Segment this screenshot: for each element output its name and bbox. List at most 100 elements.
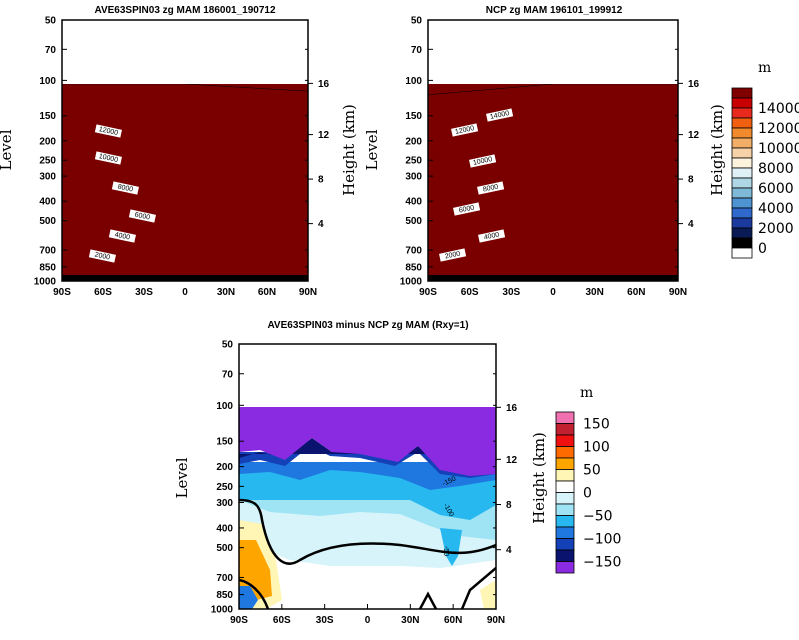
contour-label: 6000 xyxy=(134,211,151,221)
colorbar-bottom-swatch xyxy=(555,457,575,470)
panel-1-bottom-axis: 90S 60S 30S 0 30N 60N 90N xyxy=(53,276,317,298)
contour-label: 10000 xyxy=(98,153,119,164)
panel-1-ylabel: Level xyxy=(0,129,15,170)
panel-1-title: AVE63SPIN03 zg MAM 186001_190712 xyxy=(94,5,275,16)
y-tick-label: 100 xyxy=(216,401,233,412)
colorbar-top-swatch xyxy=(731,117,753,129)
panel-3-left-axis: 50 70 100 150 200 250 300 400 500 700 850 1000 xyxy=(211,340,496,616)
colorbar-top-swatch xyxy=(731,127,753,139)
colorbar-top-label: 2000 xyxy=(758,221,794,237)
colorbar-top-swatch xyxy=(731,247,753,259)
colorbar-top-label: 4000 xyxy=(758,201,794,217)
x-tick-label: 90N xyxy=(487,615,505,626)
diff-pos-mid xyxy=(239,540,272,600)
diff-band-purple xyxy=(239,407,496,476)
y-tick-label: 70 xyxy=(45,45,57,56)
y-tick-label: 400 xyxy=(39,197,56,208)
panel-2: NCP zg MAM 196101_199912 50 70 100 150 200 25… xyxy=(363,5,726,298)
diff-neg-surface xyxy=(239,586,258,609)
x-tick-label: 30S xyxy=(135,287,153,298)
height-band xyxy=(428,84,678,281)
y-tick-label: 700 xyxy=(39,245,56,256)
x-tick-label: 60N xyxy=(258,287,276,298)
zero-contour-4 xyxy=(460,567,496,609)
y-tick-label: 300 xyxy=(39,172,56,183)
y-tick-label: 1000 xyxy=(34,277,57,288)
y-tick-label: 400 xyxy=(405,197,422,208)
colorbar-top-swatch xyxy=(731,217,753,229)
panel-3-right-axis: 16 12 8 4 xyxy=(496,403,518,556)
x-tick-label: 30N xyxy=(401,615,419,626)
y-tick-label: 70 xyxy=(411,45,423,56)
panel-3-ylabel: Level xyxy=(173,457,191,498)
contour-label-bg xyxy=(94,124,122,138)
y-tick-label: 150 xyxy=(39,111,56,122)
y-tick-label: 1000 xyxy=(211,605,234,616)
colorbar-bottom-swatches xyxy=(555,411,575,574)
colorbar-bottom-label: −100 xyxy=(583,532,621,548)
x-tick-label: 30N xyxy=(217,287,235,298)
contour-label: 14000 xyxy=(489,110,510,121)
y-tick-label: 1000 xyxy=(400,277,423,288)
contour-label-bg xyxy=(439,248,467,262)
panel-3-bottom-axis: 90S 60S 30S 0 30N 60N 90N xyxy=(230,604,505,626)
height-tick-label: 4 xyxy=(318,219,324,230)
colorbar-bottom-labels: 150 100 50 0 −50 −100 −150 xyxy=(583,417,621,571)
diff-band-neg150a xyxy=(239,462,496,490)
colorbar-bottom-swatch xyxy=(555,411,575,424)
y-tick-label: 700 xyxy=(405,245,422,256)
colorbar-top-swatch xyxy=(731,197,753,209)
colorbar-bottom-swatch xyxy=(555,446,575,459)
panel-2-right-axis: 16 12 8 4 xyxy=(678,79,700,230)
contour-label: 2000 xyxy=(444,250,461,260)
colorbar-bottom-swatch xyxy=(555,561,575,574)
height-band xyxy=(62,84,308,281)
contour-label: 8000 xyxy=(117,183,134,193)
contour-label-bg xyxy=(478,229,506,243)
colorbar-top: m 14000 12000 10000 8000 6000 4000 2000 0 xyxy=(731,60,799,259)
panel-1-right-axis: 16 12 8 4 xyxy=(308,79,330,230)
y-tick-label: 50 xyxy=(411,16,423,27)
x-tick-label: 90S xyxy=(53,287,71,298)
colorbar-bottom-swatch xyxy=(555,538,575,551)
y-tick-label: 50 xyxy=(222,340,234,351)
x-tick-label: 30S xyxy=(316,615,334,626)
contour-label-bg xyxy=(108,229,136,243)
contour-label: 12000 xyxy=(98,126,119,137)
y-tick-label: 400 xyxy=(216,523,233,534)
diff-pos-arctic xyxy=(480,580,496,609)
y-tick-label: 850 xyxy=(216,590,233,601)
colorbar-bottom-label: 150 xyxy=(583,417,610,433)
colorbar-top-swatch xyxy=(731,97,753,109)
contour-label: 10000 xyxy=(472,156,493,167)
y-tick-label: 100 xyxy=(39,76,56,87)
contour-label-bg xyxy=(94,151,122,165)
panel-2-contour-labels: 14000 12000 10000 8000 6000 4000 2000 xyxy=(439,108,514,262)
colorbar-bottom-swatch xyxy=(555,549,575,562)
y-tick-label: 150 xyxy=(216,437,233,448)
x-tick-label: 60N xyxy=(627,287,645,298)
colorbar-bottom-label: −150 xyxy=(583,555,621,571)
contour-label: 8000 xyxy=(482,183,499,193)
contour-label-bg xyxy=(88,249,116,263)
contour-label: 6000 xyxy=(458,204,475,214)
panel-2-title: NCP zg MAM 196101_199912 xyxy=(486,5,623,16)
colorbar-bottom-swatch xyxy=(555,434,575,447)
height-tick-label: 8 xyxy=(318,175,324,186)
zero-contour xyxy=(239,498,496,565)
zero-contour-3 xyxy=(418,591,438,609)
x-tick-label: 0 xyxy=(182,287,188,298)
colorbar-top-unit: m xyxy=(758,60,771,76)
contour-label: 4000 xyxy=(483,231,500,241)
colorbar-top-label: 12000 xyxy=(758,121,799,137)
colorbar-bottom-label: −50 xyxy=(583,509,613,525)
y-tick-label: 100 xyxy=(405,76,422,87)
colorbar-bottom-swatch xyxy=(555,423,575,436)
colorbar-top-swatch xyxy=(731,227,753,239)
panel-2-filled-contours xyxy=(428,84,678,281)
y-tick-label: 50 xyxy=(45,16,57,27)
contour-label-bg xyxy=(453,202,481,216)
colorbar-bottom-swatch xyxy=(555,503,575,516)
contour-label: 4000 xyxy=(114,231,131,241)
